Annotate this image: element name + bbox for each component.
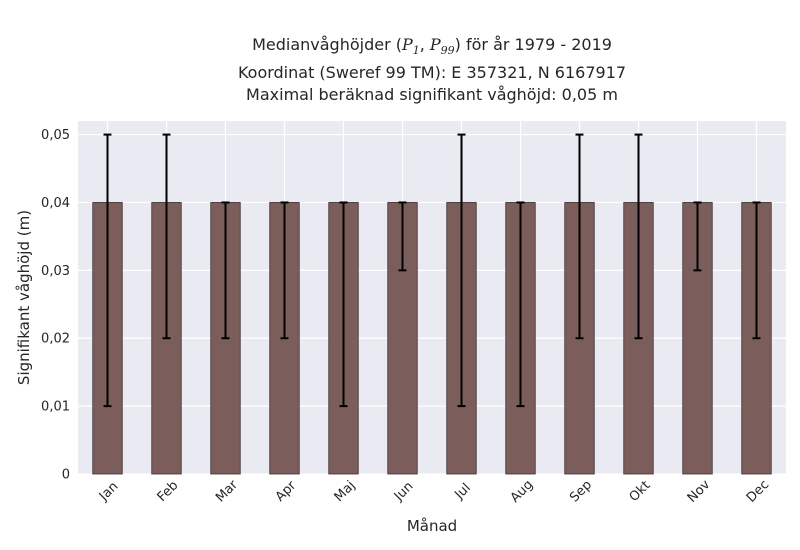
p1-symbol: P1 — [401, 35, 420, 58]
x-tick-label-dec: Dec — [744, 477, 772, 505]
x-tick-label-apr: Apr — [273, 478, 300, 505]
x-tick-label-mar: Mar — [213, 477, 241, 505]
plot-area — [78, 121, 786, 474]
x-tick-labels: Jan Feb Mar Apr Maj Jun Jul Aug Sep Okt Nov Dec — [96, 477, 772, 506]
error-bar-okt — [634, 133, 643, 340]
y-tick-label: 0,04 — [41, 196, 70, 211]
y-tick-label: 0,02 — [41, 332, 70, 347]
x-tick-label-jul: Jul — [451, 481, 473, 503]
error-bar-aug — [516, 201, 525, 408]
error-bar-jul — [457, 133, 466, 408]
x-tick-label-okt: Okt — [627, 478, 654, 505]
x-tick-label-jan: Jan — [96, 479, 121, 504]
error-bar-apr — [280, 201, 289, 340]
title-prefix: Medianvåghöjder ( — [252, 35, 402, 54]
y-tick-labels: 0 0,01 0,02 0,03 0,04 0,05 — [41, 128, 70, 482]
y-tick-label: 0,03 — [41, 264, 70, 279]
y-axis-label: Signifikant våghöjd (m) — [15, 210, 33, 385]
error-bar-jun — [398, 201, 407, 272]
x-tick-label-maj: Maj — [332, 478, 359, 505]
error-bar-mar — [221, 201, 230, 340]
y-tick-label: 0 — [62, 468, 70, 483]
y-tick-label: 0,01 — [41, 400, 70, 415]
title-separator: , — [419, 35, 430, 54]
x-tick-label-feb: Feb — [155, 478, 182, 505]
error-bar-maj — [339, 201, 348, 408]
chart-title: Medianvåghöjder (P1, P99) för år 1979 - … — [78, 34, 786, 106]
x-tick-label-jun: Jun — [391, 479, 417, 505]
error-bar-jan — [103, 133, 112, 408]
error-bar-nov — [693, 201, 702, 272]
x-axis-label: Månad — [407, 517, 457, 535]
x-tick-label-nov: Nov — [685, 477, 714, 506]
error-bars — [103, 133, 761, 408]
p99-symbol: P99 — [429, 35, 455, 58]
x-tick-label-aug: Aug — [508, 477, 537, 506]
chart-title-line-3: Maximal beräknad signifikant våghöjd: 0,… — [246, 85, 618, 105]
chart-title-line-1: Medianvåghöjder (P1, P99) för år 1979 - … — [78, 34, 786, 62]
chart-title-line-2: Koordinat (Sweref 99 TM): E 357321, N 61… — [237, 63, 627, 83]
error-bar-dec — [752, 201, 761, 340]
error-bar-sep — [575, 133, 584, 340]
x-tick-label-sep: Sep — [567, 478, 595, 506]
y-tick-label: 0,05 — [41, 128, 70, 143]
title-suffix: ) för år 1979 - 2019 — [454, 35, 612, 54]
error-bar-feb — [162, 133, 171, 340]
